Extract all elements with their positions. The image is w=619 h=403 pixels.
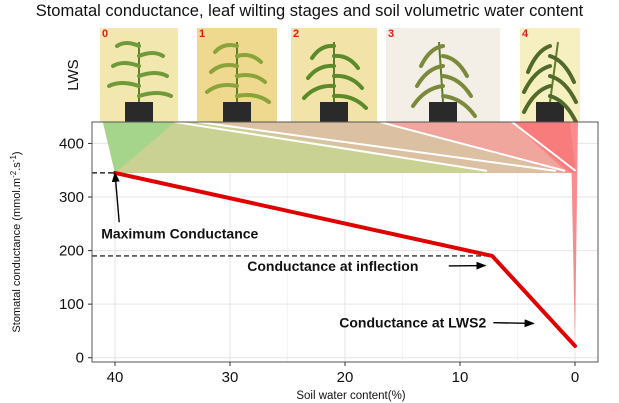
y-axis-label-part: Stomatal conductance (mmol.m xyxy=(11,178,23,333)
annotation-arrow xyxy=(111,171,120,223)
annotations: Maximum Conductance Conductance at inflec… xyxy=(101,171,535,331)
leaf xyxy=(522,64,552,94)
leaf xyxy=(310,43,336,60)
x-tick-label: 40 xyxy=(107,369,124,386)
annotation-arrow xyxy=(493,319,535,328)
stem xyxy=(549,41,559,103)
leaf xyxy=(332,73,364,90)
leaf xyxy=(411,84,445,108)
leaf xyxy=(115,41,141,48)
plant-photo-0: 0 xyxy=(100,28,178,122)
stage-number: 3 xyxy=(388,28,394,40)
leaf xyxy=(548,94,578,124)
chart-title: Stomatal conductance, leaf wilting stage… xyxy=(35,2,584,20)
leaf xyxy=(137,71,169,78)
y-axis-label-superscript: -1 xyxy=(9,155,18,163)
plant-photo-1: 1 xyxy=(197,28,277,122)
y-tick-label: 100 xyxy=(59,296,84,313)
annotation-label: Maximum Conductance xyxy=(101,225,258,241)
leaf xyxy=(441,74,473,98)
curve-point xyxy=(573,344,577,348)
leaf xyxy=(235,53,263,64)
leaf xyxy=(332,53,360,70)
leaf xyxy=(419,44,445,68)
stage-number: 1 xyxy=(199,28,205,40)
leaf xyxy=(526,44,552,74)
leaf xyxy=(441,54,469,78)
leaf xyxy=(111,61,141,68)
leaf xyxy=(306,63,336,80)
x-tick-label: 0 xyxy=(571,369,579,386)
plant-photo-4: 4 xyxy=(520,28,580,124)
x-tick-label: 30 xyxy=(222,369,239,386)
plant-photo-2: 2 xyxy=(291,28,377,122)
y-axis-label-part: .s xyxy=(11,162,23,171)
curve-point xyxy=(490,254,494,258)
plot-area xyxy=(91,121,599,363)
stage-number: 0 xyxy=(102,28,108,40)
stage-divider xyxy=(379,121,566,172)
stage-band-1 xyxy=(103,122,487,173)
stage-number: 4 xyxy=(522,28,529,40)
annotation-label: Conductance at inflection xyxy=(247,258,418,274)
y-axis-label-superscript: -2 xyxy=(9,170,18,178)
leaf xyxy=(548,74,578,104)
y-tick-label: 400 xyxy=(59,135,84,152)
stage-band-0 xyxy=(103,122,175,173)
x-tick-label: 20 xyxy=(337,369,354,386)
pot xyxy=(125,102,153,122)
y-tick-label: 200 xyxy=(59,243,84,260)
y-axis-label: Stomatal conductance (mmol.m-2.s-1) xyxy=(9,151,24,332)
pot xyxy=(320,102,348,122)
stage-divider xyxy=(197,121,557,172)
leaf xyxy=(209,63,239,74)
lws-axis-label: LWS xyxy=(65,59,82,90)
pot xyxy=(429,102,457,122)
leaf xyxy=(415,64,445,88)
y-tick-label: 0 xyxy=(76,350,84,367)
stage-divider xyxy=(174,121,488,172)
leaf xyxy=(235,93,271,104)
stem xyxy=(438,41,444,103)
leaf xyxy=(137,91,173,98)
stage-band-4-tail xyxy=(512,122,578,346)
x-tick-label: 10 xyxy=(452,369,469,386)
annotation-label: Conductance at LWS2 xyxy=(339,315,486,331)
y-tick-label: 300 xyxy=(59,189,84,206)
pot xyxy=(223,102,251,122)
stage-divider xyxy=(511,121,577,172)
leaf xyxy=(235,73,267,84)
leaf xyxy=(302,83,336,100)
leaf xyxy=(107,81,141,88)
y-axis-label-part: ) xyxy=(11,151,23,155)
leaf xyxy=(205,83,239,94)
leaf-wilting-photos: 0 1 2 3 4 xyxy=(100,28,580,124)
stage-number: 2 xyxy=(293,28,299,40)
plant-photo-3: 3 xyxy=(386,28,500,122)
leaf xyxy=(548,54,576,84)
leaf xyxy=(213,43,239,54)
pot xyxy=(536,102,564,122)
leaf xyxy=(332,93,368,110)
leaf xyxy=(441,94,477,118)
x-axis-label: Soil water content(%) xyxy=(296,390,405,402)
leaf xyxy=(522,84,552,114)
leaf xyxy=(137,51,165,58)
